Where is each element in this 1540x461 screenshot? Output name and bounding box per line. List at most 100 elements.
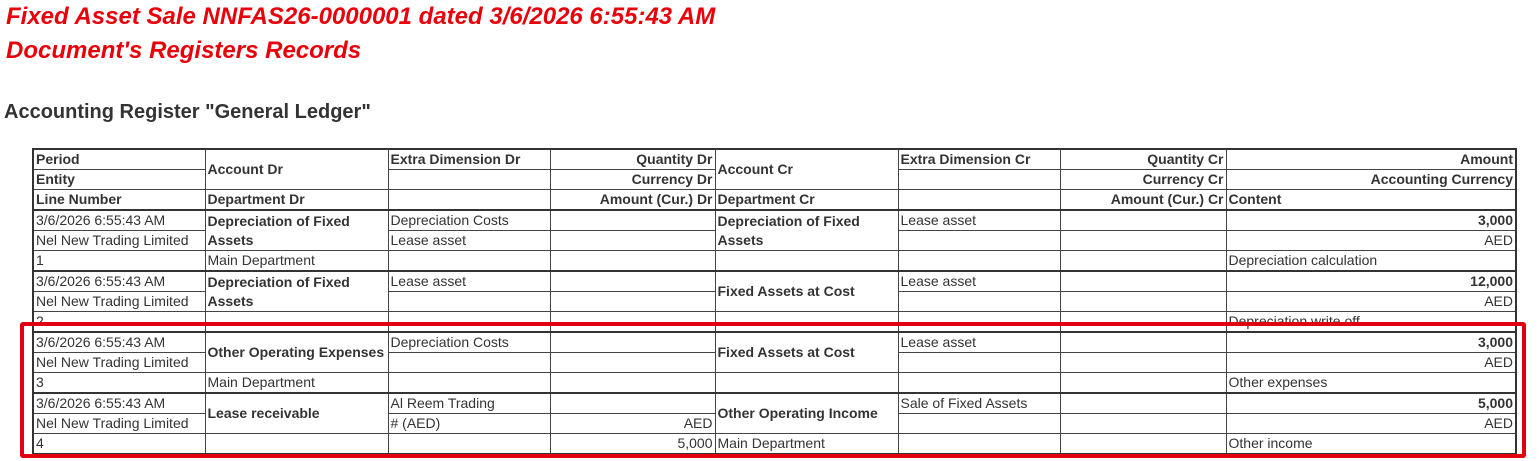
header-account-dr: Account Dr (204, 148, 389, 190)
amount-cur-dr (549, 311, 716, 333)
extra-dimension-cr (897, 291, 1061, 312)
extra-dimension-dr (387, 352, 551, 373)
amount-cur-dr: 5,000 (549, 433, 716, 455)
header-amount: Amount (1225, 148, 1517, 170)
currency-dr (549, 352, 716, 373)
amount-cur-cr (1059, 433, 1227, 455)
account-cr: Depreciation of Fixed Assets (714, 209, 899, 251)
amount: 3,000 (1225, 209, 1517, 231)
header-department-cr: Department Cr (714, 189, 899, 211)
department-cr (714, 372, 899, 394)
record-row: Nel New Trading Limited Lease asset AED (32, 230, 1517, 251)
extra-dimension-cr (897, 413, 1061, 434)
amount-cur-dr (549, 372, 716, 394)
extra-dimension-dr: Al Reem Trading (387, 392, 551, 414)
record-row: 3/6/2026 6:55:43 AM Lease receivable Al Re… (32, 392, 1517, 434)
extra-dimension-cr (897, 352, 1061, 373)
extra-dimension-cr (897, 433, 1061, 455)
quantity-cr (1059, 392, 1227, 414)
amount-cur-cr (1059, 250, 1227, 272)
header-amount-cur-dr: Amount (Cur.) Dr (549, 189, 716, 211)
extra-dimension-dr: Depreciation Costs (387, 209, 551, 231)
currency-dr (549, 230, 716, 251)
accounting-currency: AED (1225, 230, 1517, 251)
accounting-currency: AED (1225, 352, 1517, 373)
amount: 12,000 (1225, 270, 1517, 292)
extra-dimension-cr (897, 372, 1061, 394)
content: Other income (1225, 433, 1517, 455)
line-number: 1 (32, 250, 206, 272)
header-empty (387, 169, 551, 190)
line-number: 3 (32, 372, 206, 394)
quantity-cr (1059, 331, 1227, 353)
document-title: Fixed Asset Sale NNFAS26-0000001 dated 3… (6, 3, 716, 30)
record-row: 4 5,000 Main Department Other income (32, 433, 1517, 455)
entity: Nel New Trading Limited (32, 352, 206, 373)
department-dr (204, 433, 389, 455)
header-empty (387, 189, 551, 211)
currency-cr (1059, 352, 1227, 373)
currency-dr: AED (549, 413, 716, 434)
extra-dimension-dr: # (AED) (387, 413, 551, 434)
currency-dr (549, 291, 716, 312)
record-row: 3 Main Department Other expenses (32, 372, 1517, 394)
register-title: Accounting Register "General Ledger" (4, 101, 371, 123)
extra-dimension-cr: Sale of Fixed Assets (897, 392, 1061, 414)
entity: Nel New Trading Limited (32, 230, 206, 251)
general-ledger-table: Period Account Dr Extra Dimension Dr Qua… (32, 148, 1517, 455)
content: Other expenses (1225, 372, 1517, 394)
record-row: Nel New Trading Limited AED (32, 352, 1517, 373)
accounting-currency: AED (1225, 413, 1517, 434)
department-cr: Main Department (714, 433, 899, 455)
extra-dimension-dr: Lease asset (387, 270, 551, 292)
amount-cur-dr (549, 250, 716, 272)
line-number: 2 (32, 311, 206, 333)
account-dr: Other Operating Expenses (204, 331, 389, 373)
account-dr: Lease receivable (204, 392, 389, 434)
header-empty (897, 169, 1061, 190)
entity: Nel New Trading Limited (32, 413, 206, 434)
header-period: Period (32, 148, 206, 170)
amount-cur-cr (1059, 311, 1227, 333)
header-empty (897, 189, 1061, 211)
extra-dimension-dr (387, 250, 551, 272)
record-row: 1 Main Department Depreciation calculation (32, 250, 1517, 272)
entity: Nel New Trading Limited (32, 291, 206, 312)
quantity-dr (549, 392, 716, 414)
record-row: 3/6/2026 6:55:43 AM Other Operating Expen… (32, 331, 1517, 373)
extra-dimension-dr (387, 311, 551, 333)
extra-dimension-cr: Lease asset (897, 209, 1061, 231)
currency-cr (1059, 230, 1227, 251)
quantity-cr (1059, 270, 1227, 292)
extra-dimension-dr: Depreciation Costs (387, 331, 551, 353)
account-dr: Depreciation of Fixed Assets (204, 209, 389, 251)
registers-records-heading: Document's Registers Records (6, 37, 362, 64)
header-entity: Entity (32, 169, 206, 190)
account-cr: Fixed Assets at Cost (714, 331, 899, 373)
record-row: Nel New Trading Limited # (AED) AED AED (32, 413, 1517, 434)
department-dr: Main Department (204, 250, 389, 272)
content: Depreciation write off (1225, 311, 1517, 333)
account-cr: Other Operating Income (714, 392, 899, 434)
record-row: 3/6/2026 6:55:43 AM Depreciation of Fixed… (32, 270, 1517, 312)
extra-dimension-cr (897, 230, 1061, 251)
content: Depreciation calculation (1225, 250, 1517, 272)
currency-cr (1059, 291, 1227, 312)
period: 3/6/2026 6:55:43 AM (32, 392, 206, 414)
department-cr (714, 311, 899, 333)
account-cr: Fixed Assets at Cost (714, 270, 899, 312)
line-number: 4 (32, 433, 206, 455)
quantity-dr (549, 209, 716, 231)
extra-dimension-cr (897, 250, 1061, 272)
department-dr: Main Department (204, 372, 389, 394)
header-amount-cur-cr: Amount (Cur.) Cr (1059, 189, 1227, 211)
extra-dimension-dr (387, 372, 551, 394)
accounting-currency: AED (1225, 291, 1517, 312)
currency-cr (1059, 413, 1227, 434)
quantity-cr (1059, 209, 1227, 231)
header-quantity-dr: Quantity Dr (549, 148, 716, 170)
header-line-number: Line Number (32, 189, 206, 211)
amount: 5,000 (1225, 392, 1517, 414)
header-extra-dimension-dr: Extra Dimension Dr (387, 148, 551, 170)
extra-dimension-cr (897, 311, 1061, 333)
